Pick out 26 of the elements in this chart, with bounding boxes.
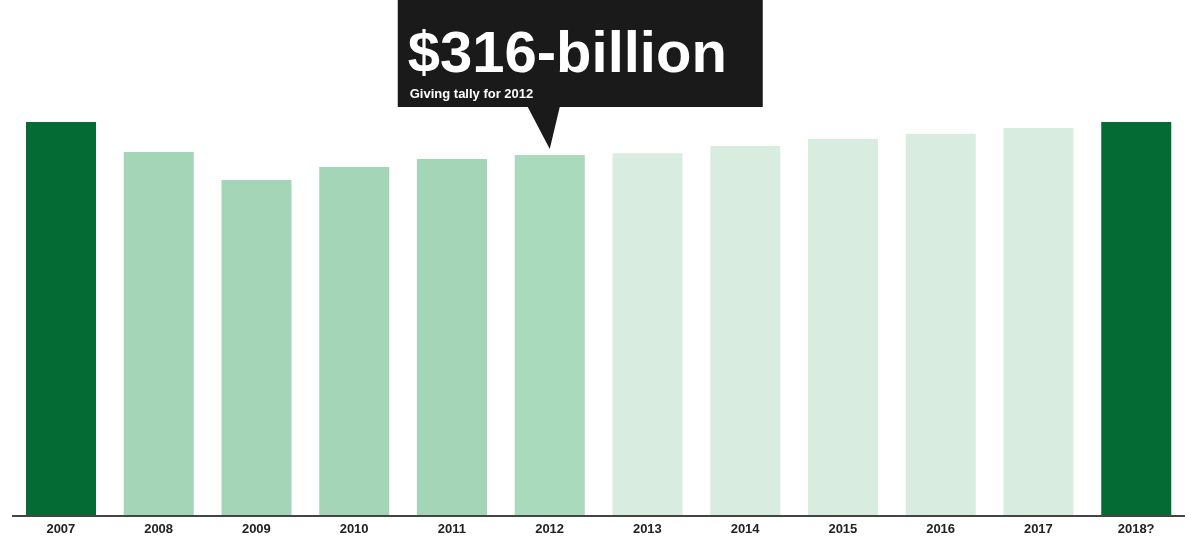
bar	[123, 151, 194, 516]
bar	[514, 155, 585, 516]
annotation: $316-billion	[407, 19, 727, 84]
x-tick-label: 2007	[46, 521, 76, 537]
x-tick-label: 2015	[828, 521, 858, 537]
x-tick-label: 2017	[1023, 521, 1053, 537]
x-tick-label: 2014	[730, 521, 761, 537]
bar	[221, 179, 292, 516]
x-tick-label: 2011	[437, 521, 466, 537]
x-tick-label: 2013	[632, 521, 662, 537]
bar	[26, 122, 96, 516]
text: Giving tally for 2012	[409, 86, 534, 101]
x-tick-label: 2010	[339, 521, 369, 537]
x-tick-label: 2009	[241, 521, 271, 537]
x-tick-label: 2008	[144, 521, 174, 537]
bar	[1003, 127, 1074, 516]
x-tick-label: 2012	[535, 521, 565, 537]
bar	[808, 138, 878, 516]
x-tick-label: 2018?	[1117, 521, 1155, 537]
bar	[710, 146, 781, 516]
bar	[1101, 122, 1172, 516]
bar	[417, 159, 487, 516]
bar	[319, 166, 390, 516]
bar	[905, 133, 976, 516]
bar	[612, 153, 683, 516]
x-tick-label: 2016	[926, 521, 956, 537]
